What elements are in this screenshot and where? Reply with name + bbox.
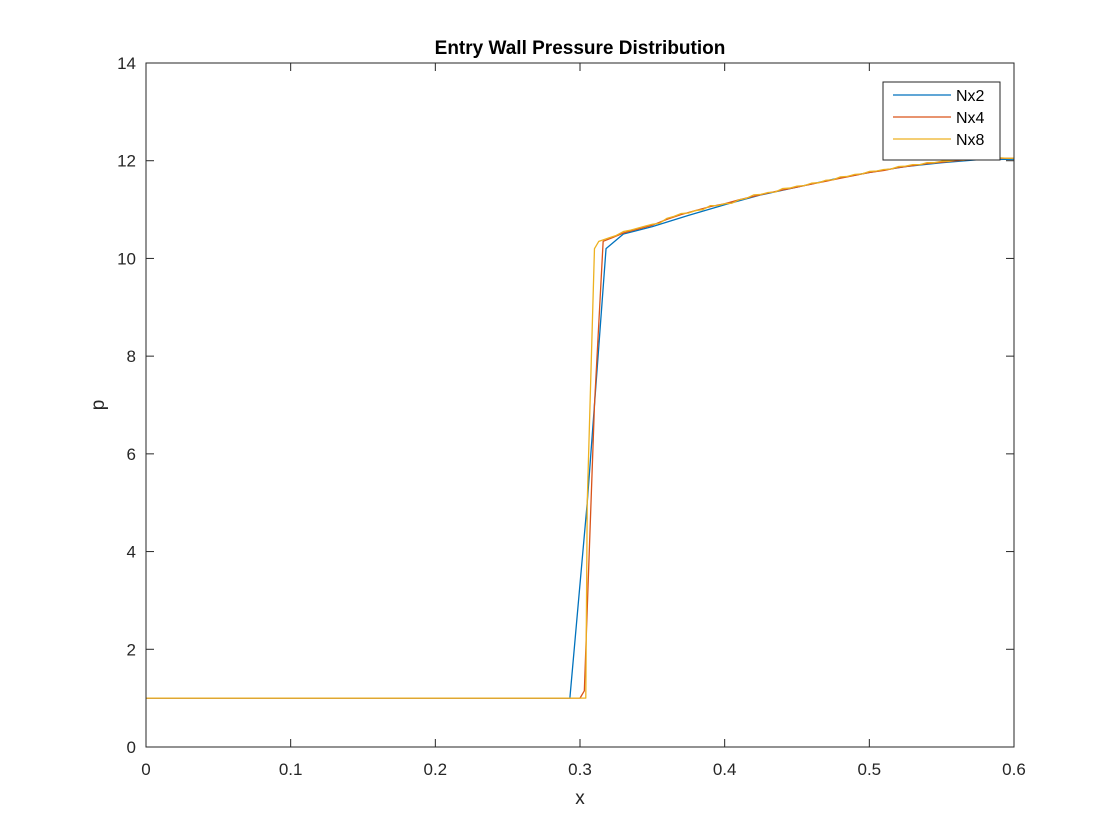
x-tick-label: 0.6: [1002, 760, 1026, 779]
x-tick-label: 0.2: [424, 760, 448, 779]
y-axis-title: p: [88, 400, 109, 411]
legend: Nx2 Nx4 Nx8: [882, 81, 1001, 161]
y-tick-label: 0: [127, 738, 136, 757]
plot-area: [146, 63, 1014, 747]
chart-title: Entry Wall Pressure Distribution: [435, 38, 726, 59]
y-tick-label: 8: [127, 347, 136, 366]
y-tick-label: 10: [117, 249, 136, 268]
y-tick-label: 2: [127, 640, 136, 659]
axes-box: [145, 62, 1015, 748]
legend-label-nx4: Nx4: [956, 110, 985, 127]
tick-layer: 0 0.1 0.2 0.3 0.4 0.5 0.6 0 2 4 6 8 10 12 14: [117, 54, 1026, 779]
y-tick-label: 12: [117, 152, 136, 171]
series-layer: [146, 157, 1015, 699]
legend-label-nx8: Nx8: [956, 132, 985, 149]
x-tick-label: 0.4: [713, 760, 737, 779]
y-tick-label: 6: [127, 445, 136, 464]
x-tick-label: 0.3: [568, 760, 592, 779]
x-tick-label: 0.1: [279, 760, 303, 779]
x-tick-label: 0: [141, 760, 150, 779]
x-axis-title: x: [575, 788, 585, 809]
x-tick-label: 0.5: [858, 760, 882, 779]
y-tick-label: 4: [127, 543, 136, 562]
series-line-nx8: [146, 157, 1014, 699]
legend-label-nx2: Nx2: [956, 88, 985, 105]
y-tick-label: 14: [117, 54, 136, 73]
